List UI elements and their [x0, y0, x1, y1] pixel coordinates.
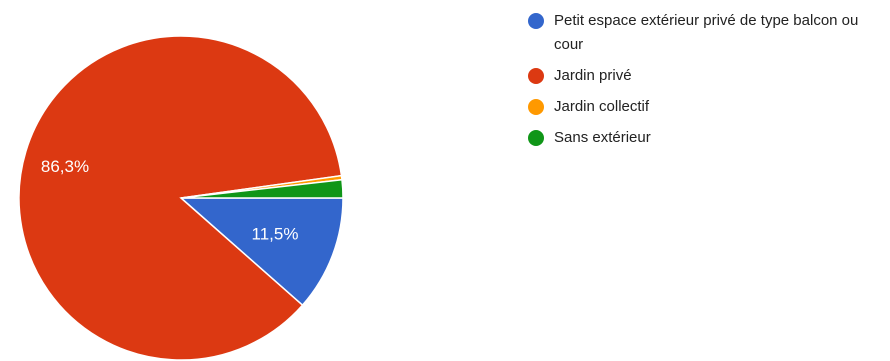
- pie-slices: [18, 35, 344, 361]
- legend-swatch-orange: [528, 99, 544, 115]
- slice-label-jardin-prive: 86,3%: [41, 157, 89, 176]
- pie-slice-labels: 11,5% 86,3%: [41, 157, 299, 244]
- legend-swatch-blue: [528, 13, 544, 29]
- legend-label-jardin-collectif: Jardin collectif: [554, 98, 650, 115]
- pie-slice-balcon[interactable]: [179, 197, 344, 307]
- pie-slice-sans-exterieur[interactable]: [180, 178, 344, 199]
- legend-item-balcon[interactable]: Petit espace extérieur privé de type bal…: [528, 12, 878, 57]
- pie-slice-jardin-prive[interactable]: [18, 35, 343, 361]
- legend-label-jardin-prive: Jardin privé: [554, 67, 632, 84]
- legend-item-jardin-prive[interactable]: Jardin privé: [528, 67, 878, 88]
- legend-item-jardin-collectif[interactable]: Jardin collectif: [528, 98, 878, 119]
- legend-label-sans-exterieur: Sans extérieur: [554, 129, 651, 146]
- legend-swatch-red: [528, 68, 544, 84]
- legend-item-sans-exterieur[interactable]: Sans extérieur: [528, 129, 878, 150]
- legend-swatch-green: [528, 130, 544, 146]
- legend: Petit espace extérieur privé de type bal…: [528, 12, 878, 160]
- slice-label-balcon: 11,5%: [252, 225, 299, 244]
- legend-label-balcon: Petit espace extérieur privé de type bal…: [554, 12, 859, 53]
